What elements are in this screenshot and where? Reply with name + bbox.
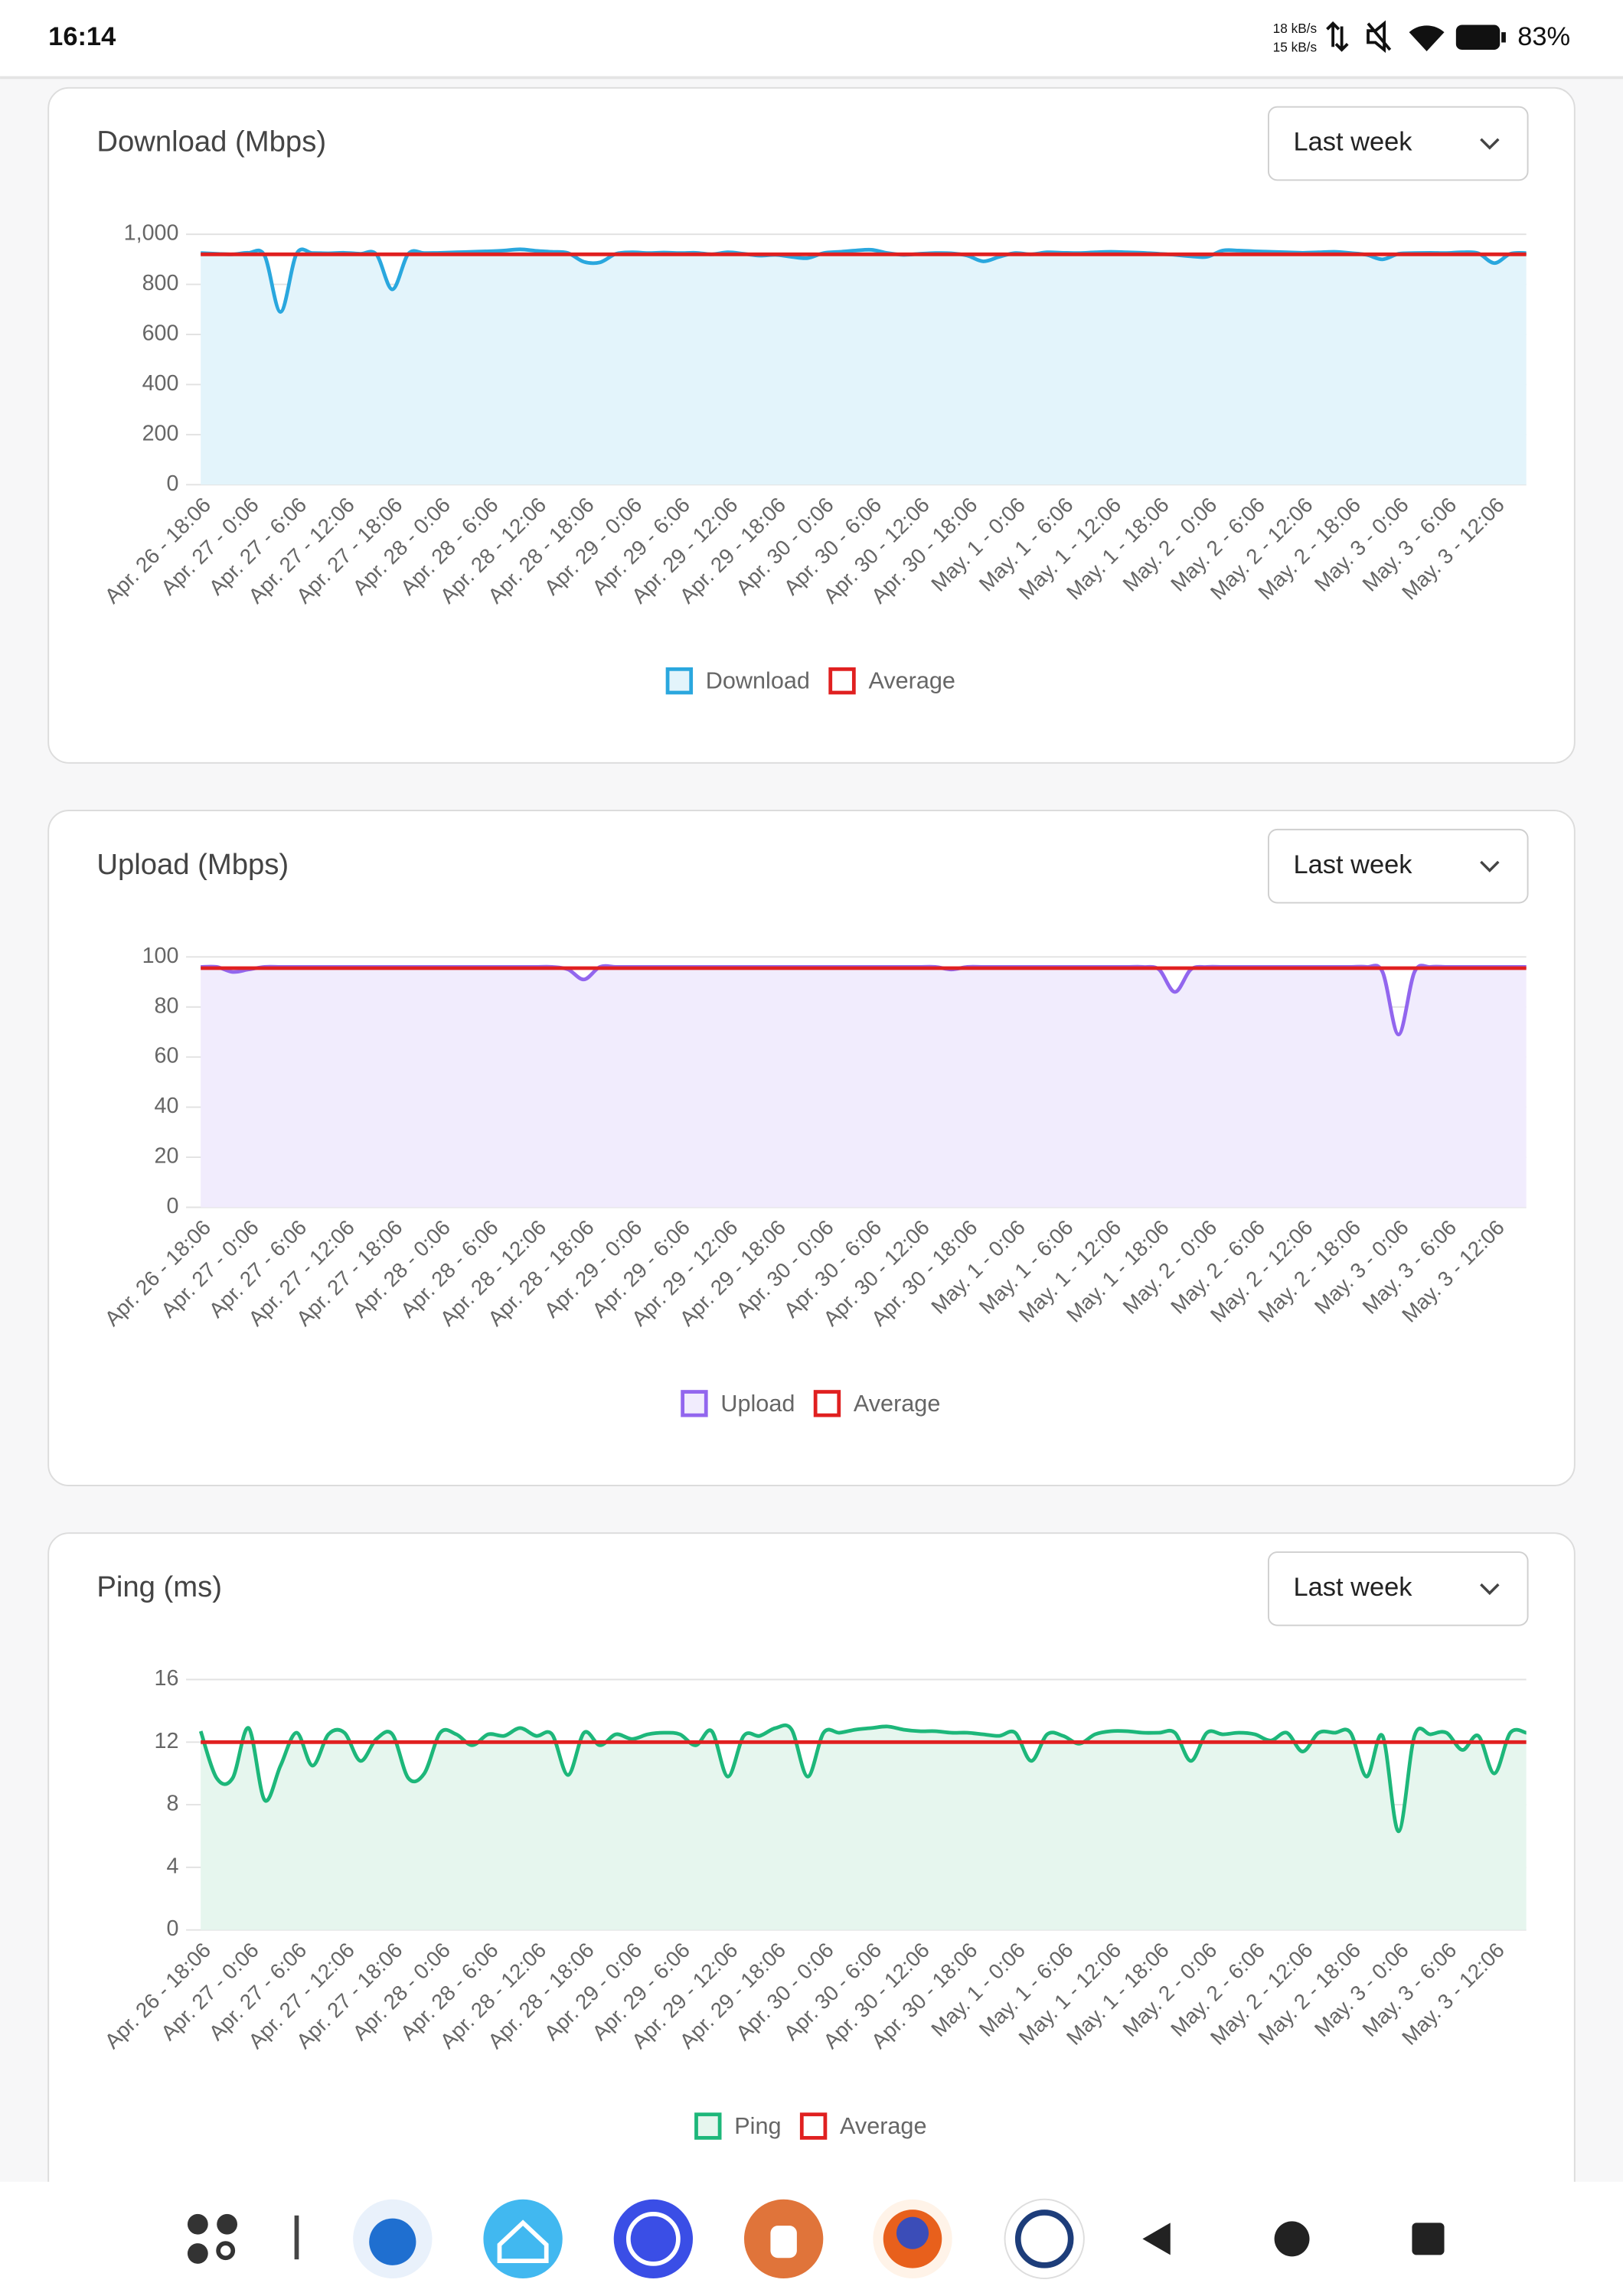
y-tick-label: 60 <box>155 1044 179 1068</box>
app-drawer[interactable] <box>187 2213 237 2264</box>
divider <box>294 2215 299 2260</box>
dropdown-box <box>1267 1551 1529 1626</box>
legend-label: Download <box>706 668 810 694</box>
y-tick-label: 16 <box>155 1666 179 1691</box>
nav-bar <box>0 2181 1623 2296</box>
dropdown-box <box>1267 828 1529 904</box>
y-tick-label: 12 <box>155 1729 179 1753</box>
legend-swatch <box>665 667 694 695</box>
app-icon-glyph <box>770 2226 797 2258</box>
status-bar-bg <box>0 0 1623 77</box>
net-speed: 18 kB/s <box>1273 21 1317 36</box>
y-tick-label: 8 <box>167 1792 179 1816</box>
y-tick-label: 0 <box>167 471 179 496</box>
y-tick-label: 4 <box>167 1854 179 1878</box>
dropdown-label: Last week <box>1293 1573 1412 1602</box>
y-tick-label: 200 <box>142 421 179 445</box>
app-icon-glyph <box>369 2218 416 2265</box>
chart-title: Ping (ms) <box>96 1570 222 1603</box>
dropdown-label: Last week <box>1293 850 1412 879</box>
legend: Upload Average <box>681 1390 940 1417</box>
recents-button[interactable] <box>1412 2223 1445 2255</box>
area <box>201 965 1527 1208</box>
legend-label: Average <box>840 2113 926 2139</box>
mute-icon <box>1367 20 1392 54</box>
app-icon-glyph <box>896 2216 929 2249</box>
legend-swatch <box>828 667 856 695</box>
legend-swatch <box>813 1390 841 1417</box>
legend: Download Average <box>665 667 955 695</box>
dropdown-label: Last week <box>1293 128 1412 157</box>
dropdown-chevron <box>1480 1583 1500 1596</box>
legend-label: Average <box>868 668 955 694</box>
app-icon[interactable] <box>483 2199 563 2279</box>
area <box>201 1725 1527 1930</box>
battery-tip <box>1501 32 1506 43</box>
data-icon <box>1326 21 1349 52</box>
legend-swatch <box>799 2112 828 2140</box>
wifi-icon <box>1409 25 1445 51</box>
legend-label: Ping <box>734 2113 781 2139</box>
legend-swatch <box>681 1390 708 1417</box>
y-tick-label: 600 <box>142 321 179 346</box>
y-tick-label: 0 <box>167 1916 179 1941</box>
range-dropdown[interactable]: Last week <box>1267 828 1529 904</box>
app-icon-glyph <box>625 2211 681 2266</box>
dropdown-box <box>1267 106 1529 181</box>
y-tick-label: 800 <box>142 271 179 295</box>
series-line <box>198 1723 1527 1834</box>
legend-label: Average <box>854 1391 940 1417</box>
battery-level: 83% <box>1517 22 1570 51</box>
range-dropdown[interactable]: Last week <box>1267 106 1529 181</box>
y-tick-label: 20 <box>155 1144 179 1169</box>
legend: Ping Average <box>694 2112 927 2140</box>
battery-icon <box>1455 24 1501 51</box>
app-icon[interactable] <box>613 2199 694 2279</box>
home-button[interactable] <box>1274 2221 1310 2257</box>
chart-card: Download (Mbps) Last week 0 200 400 600 800 1,0… <box>47 86 1576 764</box>
y-tick-label: 400 <box>142 371 179 396</box>
app-icon-glyph <box>497 2219 549 2263</box>
chart-title: Upload (Mbps) <box>96 848 289 881</box>
clock: 16:14 <box>48 22 116 51</box>
legend-swatch <box>694 2112 722 2140</box>
status-bar: 16:14 18 kB/s 15 kB/s 83% <box>0 0 1623 80</box>
range-dropdown[interactable]: Last week <box>1267 1551 1529 1626</box>
y-tick-label: 40 <box>155 1094 179 1118</box>
area <box>201 249 1527 485</box>
chart-title: Download (Mbps) <box>96 126 326 158</box>
legend-label: Upload <box>720 1391 795 1417</box>
status-bar-shadow <box>0 76 1623 80</box>
y-tick-label: 1,000 <box>124 221 179 246</box>
app-icon-glyph <box>1014 2210 1074 2268</box>
back-button[interactable] <box>1142 2223 1171 2255</box>
y-tick-label: 100 <box>142 944 179 968</box>
y-tick-label: 0 <box>167 1194 179 1218</box>
net-speed: 15 kB/s <box>1273 40 1317 55</box>
dropdown-chevron <box>1480 138 1500 150</box>
y-tick-label: 80 <box>155 993 179 1018</box>
dropdown-chevron <box>1480 860 1500 872</box>
cards: Download (Mbps) Last week02004006008001,0… <box>47 86 1576 2210</box>
